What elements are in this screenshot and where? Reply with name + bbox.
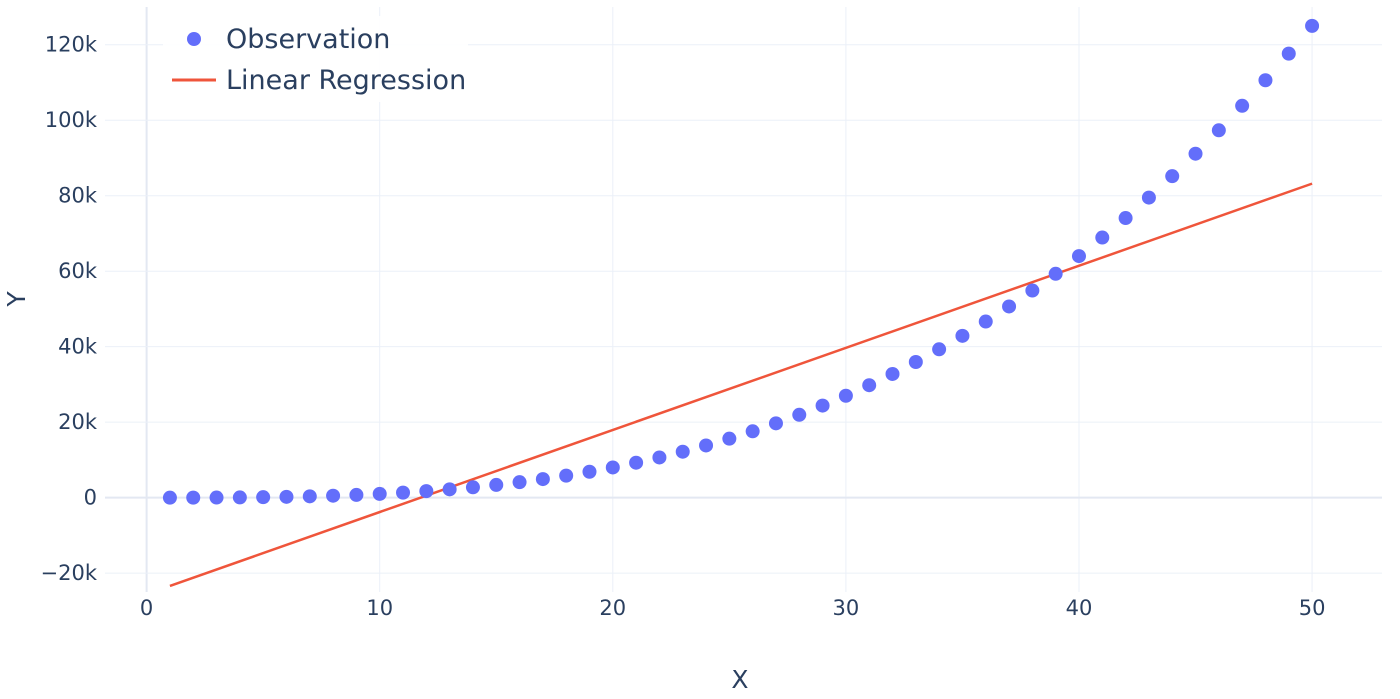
legend-marker-icon: [187, 32, 201, 46]
observation-point: [745, 424, 760, 439]
y-tick-label: 40k: [58, 335, 98, 359]
y-axis-ticks: −20k 0 20k 40k 60k 80k 100k 120k: [41, 33, 98, 585]
observation-point: [1258, 73, 1273, 88]
observation-point: [1211, 123, 1226, 138]
observation-point: [302, 489, 317, 504]
observation-point: [652, 450, 667, 465]
observation-point: [512, 475, 527, 490]
observation-point: [279, 489, 294, 504]
observation-point: [978, 314, 993, 329]
observation-point: [1281, 46, 1296, 61]
observation-point: [209, 490, 224, 505]
x-tick-label: 30: [833, 596, 860, 620]
observation-point: [1071, 249, 1086, 264]
observation-point: [256, 490, 271, 505]
legend[interactable]: Observation Linear Regression: [163, 16, 468, 102]
y-tick-label: 20k: [58, 410, 98, 434]
observation-point: [372, 486, 387, 501]
observation-point: [768, 416, 783, 431]
x-tick-label: 0: [140, 596, 153, 620]
x-tick-label: 10: [366, 596, 393, 620]
observation-point: [955, 328, 970, 343]
regression-line-layer: [169, 182, 1313, 588]
y-tick-label: 60k: [58, 259, 98, 283]
observation-point: [1141, 190, 1156, 205]
y-tick-label: 80k: [58, 184, 98, 208]
observation-point: [629, 455, 644, 470]
legend-label-observation: Observation: [226, 24, 390, 55]
observation-point: [465, 480, 480, 495]
observation-point: [862, 378, 877, 393]
legend-item-observation[interactable]: Observation: [187, 24, 390, 55]
observation-point: [232, 490, 247, 505]
observation-point: [489, 477, 504, 492]
observation-point: [1002, 299, 1017, 314]
observation-point: [699, 438, 714, 453]
observation-point: [1095, 230, 1110, 245]
observation-point: [1165, 169, 1180, 184]
observation-point: [559, 468, 574, 483]
y-tick-label: −20k: [41, 561, 98, 585]
observation-point: [908, 355, 923, 370]
observation-point: [722, 431, 737, 446]
y-tick-label: 0: [84, 486, 97, 510]
observation-points: [162, 18, 1320, 505]
x-tick-label: 40: [1066, 596, 1093, 620]
observation-point: [838, 388, 853, 403]
observation-point: [349, 487, 364, 502]
observation-point: [326, 488, 341, 503]
observation-point: [1048, 266, 1063, 281]
observation-point: [582, 464, 597, 479]
x-axis-ticks: 0 10 20 30 40 50: [140, 596, 1326, 620]
observation-point: [885, 366, 900, 381]
observation-point: [675, 444, 690, 459]
x-tick-label: 20: [599, 596, 626, 620]
regression-line: [169, 182, 1313, 588]
observation-point: [932, 342, 947, 357]
observation-point: [1305, 18, 1320, 33]
legend-label-linear-regression: Linear Regression: [226, 65, 466, 96]
x-axis-title: X: [731, 665, 748, 694]
observation-point: [1235, 98, 1250, 113]
observation-point: [396, 485, 411, 500]
legend-item-linear-regression[interactable]: Linear Regression: [172, 65, 466, 96]
legend-background: [163, 16, 468, 102]
y-axis-title: Y: [2, 291, 31, 308]
observation-point: [792, 407, 807, 422]
observation-point: [419, 484, 434, 499]
grid-lines: [105, 7, 1382, 592]
observation-point: [1118, 211, 1133, 226]
x-tick-label: 50: [1299, 596, 1326, 620]
observation-point: [442, 482, 457, 497]
observation-point: [186, 490, 201, 505]
observation-point: [535, 472, 550, 487]
y-tick-label: 120k: [45, 33, 98, 57]
observation-point: [1025, 283, 1040, 298]
y-tick-label: 100k: [45, 108, 98, 132]
observation-point: [162, 490, 177, 505]
observation-point: [815, 398, 830, 413]
observation-point: [1188, 146, 1203, 161]
observation-point: [605, 460, 620, 475]
